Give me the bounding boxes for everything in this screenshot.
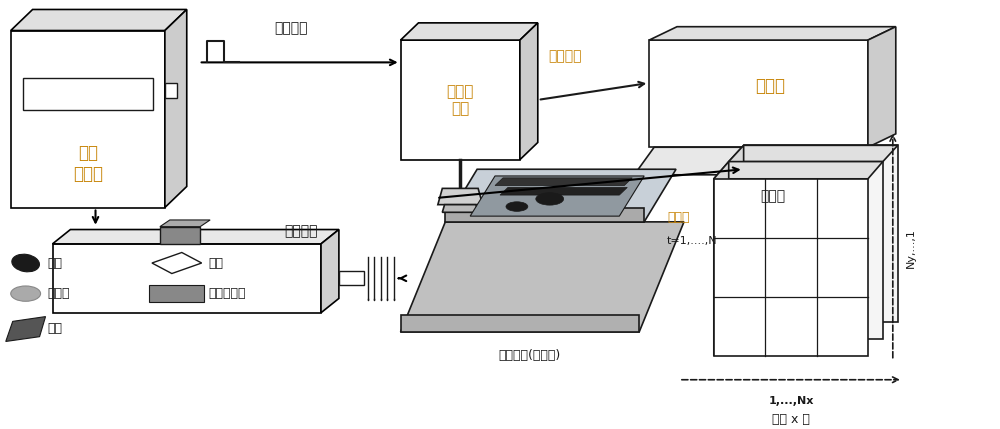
Polygon shape <box>23 79 153 110</box>
Text: 红外热
像仪: 红外热 像仪 <box>447 84 474 116</box>
Polygon shape <box>868 27 896 147</box>
Text: 激励信号: 激励信号 <box>284 224 318 238</box>
Polygon shape <box>160 227 200 244</box>
Text: 功率
发生器: 功率 发生器 <box>73 144 103 183</box>
Text: Ny,...,1: Ny,...,1 <box>906 228 916 268</box>
Polygon shape <box>321 230 339 313</box>
Polygon shape <box>649 27 896 40</box>
Polygon shape <box>445 208 644 222</box>
Text: 1,...,Nx: 1,...,Nx <box>768 396 814 406</box>
Polygon shape <box>714 179 868 356</box>
Polygon shape <box>11 30 165 208</box>
Polygon shape <box>729 145 744 338</box>
Text: 次热点: 次热点 <box>48 287 70 300</box>
Polygon shape <box>438 188 483 205</box>
Polygon shape <box>714 162 883 179</box>
Text: 空间 x 轴: 空间 x 轴 <box>772 413 810 426</box>
Polygon shape <box>160 220 210 227</box>
Text: 热视频: 热视频 <box>760 189 785 203</box>
Polygon shape <box>442 205 478 212</box>
Polygon shape <box>53 244 321 313</box>
Polygon shape <box>520 23 538 160</box>
Polygon shape <box>445 169 676 222</box>
Ellipse shape <box>12 254 39 272</box>
Polygon shape <box>6 317 46 341</box>
Polygon shape <box>401 23 538 40</box>
Text: 时间轴: 时间轴 <box>667 211 690 224</box>
Text: 数据处理: 数据处理 <box>548 49 581 63</box>
Ellipse shape <box>11 286 41 301</box>
Text: 上位机: 上位机 <box>755 77 785 95</box>
Text: 触发信号: 触发信号 <box>274 21 308 36</box>
Polygon shape <box>149 285 204 302</box>
Polygon shape <box>714 162 729 356</box>
Polygon shape <box>500 187 627 195</box>
Ellipse shape <box>506 202 528 211</box>
Polygon shape <box>729 145 898 162</box>
Text: 热点: 热点 <box>48 257 63 269</box>
Polygon shape <box>744 145 898 322</box>
Polygon shape <box>165 83 177 98</box>
Text: t=1,....,N: t=1,....,N <box>667 236 718 246</box>
Text: 直导线线圈: 直导线线圈 <box>209 287 246 300</box>
Polygon shape <box>495 178 632 185</box>
Polygon shape <box>53 230 339 244</box>
Polygon shape <box>11 9 187 30</box>
Polygon shape <box>634 147 893 175</box>
Polygon shape <box>152 253 202 274</box>
Polygon shape <box>729 162 883 338</box>
Polygon shape <box>470 176 644 216</box>
Polygon shape <box>649 40 868 147</box>
Text: 导体试件(带缺陷): 导体试件(带缺陷) <box>499 349 561 362</box>
Polygon shape <box>401 315 639 332</box>
Ellipse shape <box>536 193 564 205</box>
Text: 冷域: 冷域 <box>48 322 63 335</box>
Polygon shape <box>339 271 364 285</box>
Polygon shape <box>401 222 684 332</box>
Polygon shape <box>401 40 520 160</box>
Text: 缺陷: 缺陷 <box>209 257 224 269</box>
Polygon shape <box>165 9 187 208</box>
